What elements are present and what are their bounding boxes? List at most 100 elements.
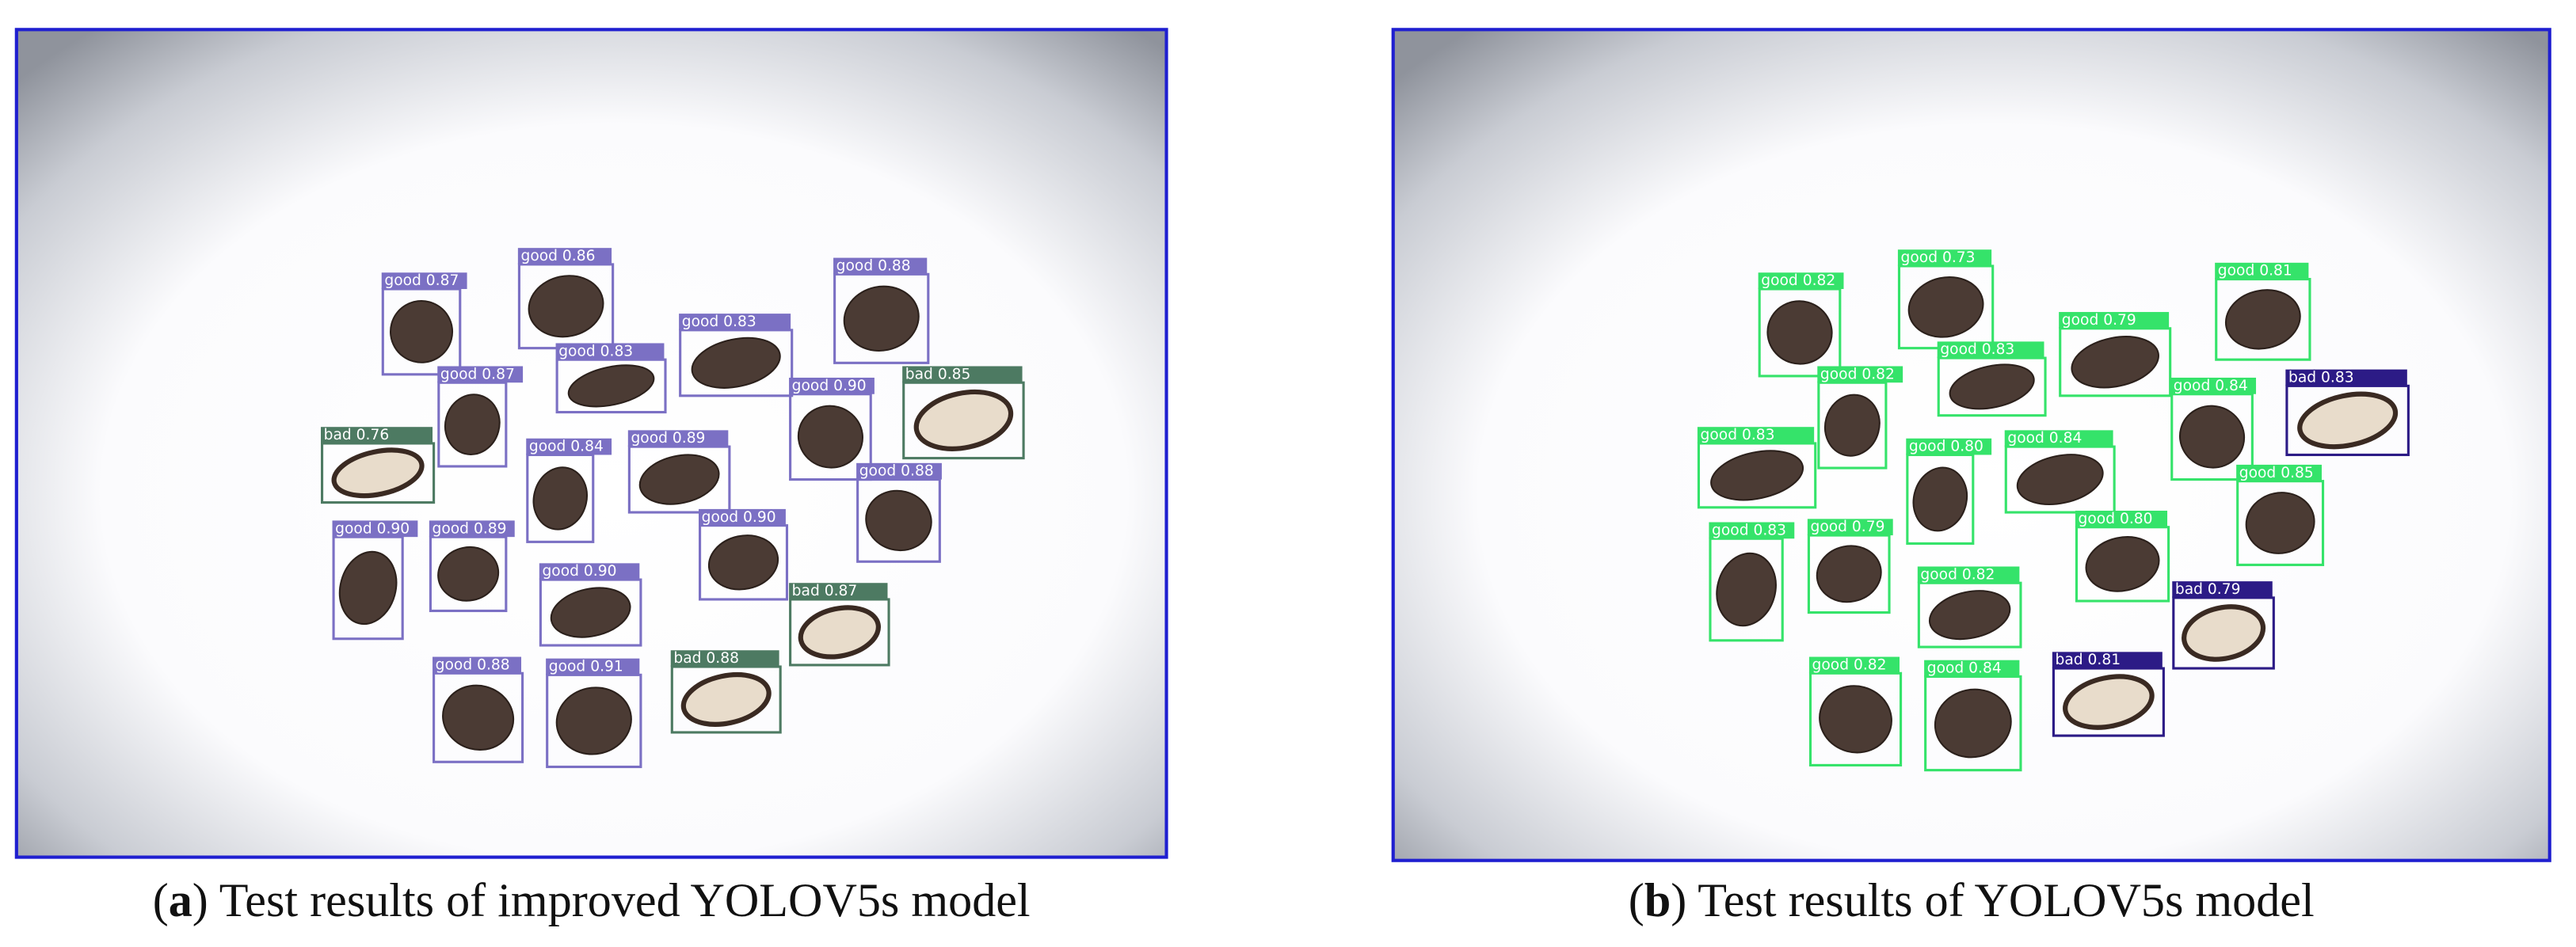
- label-band: [2236, 464, 2322, 481]
- detection-label: good 0.89: [631, 430, 705, 447]
- detection-label: good 0.91: [549, 658, 623, 675]
- detection: good 0.79: [1807, 519, 1893, 614]
- seed: [444, 394, 501, 455]
- detection: good 0.90: [789, 377, 875, 481]
- label-band: [2285, 369, 2407, 386]
- detection: good 0.86: [517, 248, 615, 350]
- seed: [2182, 604, 2266, 662]
- detection-label: good 0.73: [1901, 249, 1976, 266]
- detection-label: bad 0.87: [792, 583, 858, 599]
- detection: good 0.84: [2170, 378, 2257, 481]
- detection: good 0.87: [437, 366, 524, 468]
- detection-label: good 0.79: [1810, 519, 1884, 535]
- label-band: [679, 314, 791, 330]
- seed: [2016, 454, 2104, 505]
- label-band: [2004, 430, 2113, 447]
- detection: bad 0.79: [2172, 581, 2275, 670]
- detection-label: good 0.82: [1820, 366, 1895, 382]
- seed: [2085, 536, 2160, 592]
- detection-label: good 0.85: [2239, 465, 2314, 481]
- detection: good 0.83: [679, 314, 794, 397]
- seed: [437, 546, 500, 602]
- detection: bad 0.83: [2285, 369, 2410, 457]
- seed: [338, 550, 398, 626]
- label-band: [546, 658, 640, 675]
- label-band: [539, 563, 640, 580]
- detection-label: good 0.82: [1920, 566, 1995, 583]
- label-band: [433, 656, 522, 674]
- seed: [1912, 466, 1968, 532]
- detection: good 0.88: [856, 462, 942, 563]
- seed: [555, 686, 632, 755]
- detection-label: good 0.90: [335, 520, 410, 537]
- detection-label: good 0.79: [2062, 312, 2136, 329]
- label-band: [856, 462, 942, 480]
- seed: [1928, 590, 2011, 641]
- label-band: [1808, 656, 1900, 674]
- detection-label: good 0.84: [529, 439, 604, 455]
- seed: [2178, 405, 2246, 469]
- caption-part: (: [153, 874, 169, 927]
- label-band: [1937, 341, 2044, 359]
- detection-label: bad 0.81: [2055, 652, 2121, 668]
- detection-label: good 0.83: [558, 343, 633, 359]
- label-band: [437, 366, 524, 383]
- label-band: [698, 508, 786, 526]
- label-band: [2052, 652, 2163, 669]
- label-band: [789, 377, 875, 394]
- label-band: [1709, 522, 1795, 539]
- label-band: [2059, 312, 2170, 329]
- label-band: [555, 343, 665, 360]
- label-band: [627, 430, 729, 447]
- detection-label: good 0.88: [836, 257, 911, 274]
- detection: good 0.88: [833, 257, 930, 364]
- detection: bad 0.88: [670, 650, 782, 734]
- seed: [528, 275, 604, 338]
- detection-label: good 0.88: [436, 656, 510, 673]
- detection-label: good 0.83: [1940, 341, 2014, 358]
- detection: good 0.84: [526, 439, 612, 543]
- detection-label: bad 0.79: [2175, 581, 2241, 598]
- detection: good 0.83: [1709, 522, 1795, 642]
- caption-letter: a: [169, 874, 192, 927]
- detection: good 0.83: [555, 343, 667, 414]
- detection-label: good 0.83: [1712, 522, 1786, 538]
- detection: good 0.84: [1924, 660, 2022, 772]
- seed: [390, 300, 454, 363]
- detection: good 0.83: [1937, 341, 2047, 417]
- detection: good 0.82: [1808, 656, 1903, 766]
- detection-label: good 0.82: [1761, 272, 1835, 289]
- label-band: [1697, 427, 1815, 443]
- seed: [550, 587, 631, 638]
- detection: good 0.82: [1917, 566, 2022, 648]
- seed: [798, 605, 882, 660]
- detection-label: bad 0.76: [324, 427, 390, 443]
- label-band: [1758, 272, 1844, 290]
- label-band: [833, 257, 928, 275]
- detection-label: good 0.81: [2218, 263, 2292, 280]
- seed: [865, 489, 932, 552]
- detection: good 0.82: [1758, 272, 1844, 378]
- detection-label: good 0.83: [1701, 427, 1775, 443]
- detection-label: good 0.87: [384, 272, 459, 289]
- label-band: [332, 520, 418, 538]
- seed: [1907, 276, 1984, 338]
- label-band: [381, 272, 467, 290]
- seed: [442, 684, 515, 751]
- detection-label: good 0.87: [440, 366, 515, 382]
- caption: (b) Test results of YOLOV5s model: [1629, 874, 2315, 927]
- detection-label: good 0.83: [682, 314, 756, 330]
- detection: good 0.85: [2236, 464, 2325, 566]
- detection: good 0.90: [539, 563, 642, 647]
- detection: good 0.87: [381, 272, 467, 376]
- label-band: [1906, 438, 1992, 455]
- label-band: [517, 248, 612, 264]
- panel-a: good 0.87 good 0.86 good 0.88 good 0.83 good…: [14, 28, 1168, 859]
- detection-label: bad 0.83: [2288, 369, 2354, 386]
- label-band: [2075, 510, 2168, 527]
- detection-label: good 0.86: [521, 248, 596, 264]
- seed: [1816, 545, 1882, 603]
- label-band: [670, 650, 779, 667]
